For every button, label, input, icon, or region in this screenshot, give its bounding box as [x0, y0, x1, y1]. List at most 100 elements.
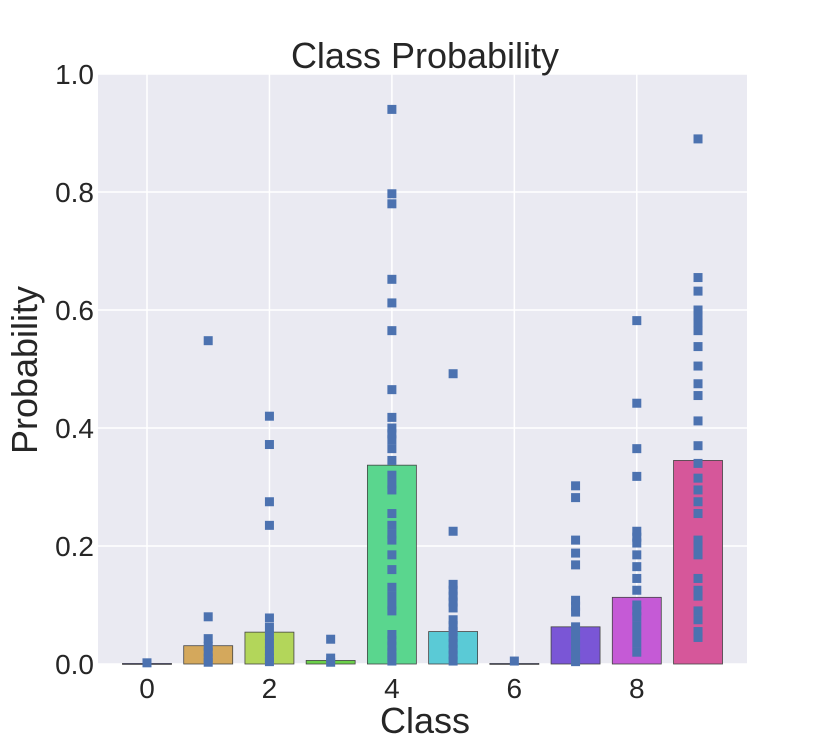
point-class-7	[571, 481, 581, 491]
y-tick-label: 0.4	[55, 413, 94, 444]
point-class-4	[387, 444, 397, 454]
y-tick-label: 0.6	[55, 295, 94, 326]
point-class-4	[387, 298, 397, 308]
point-class-5	[448, 597, 458, 607]
point-class-8	[632, 538, 642, 548]
point-class-9	[693, 573, 703, 583]
point-class-8	[632, 444, 642, 454]
point-class-5	[448, 627, 458, 637]
point-class-8	[632, 526, 642, 536]
point-class-9	[693, 416, 703, 426]
point-class-9	[693, 585, 703, 595]
point-class-8	[632, 398, 642, 408]
point-class-9	[693, 311, 703, 321]
point-class-5	[448, 579, 458, 589]
point-class-5	[448, 650, 458, 660]
point-class-9	[693, 615, 703, 625]
point-class-8	[632, 606, 642, 616]
y-axis-label: Probability	[4, 286, 45, 454]
point-class-9	[693, 441, 703, 451]
point-class-7	[571, 595, 581, 605]
point-class-8	[632, 600, 642, 610]
point-class-9	[693, 541, 703, 551]
point-class-7	[571, 622, 581, 632]
x-tick-label: 6	[507, 673, 523, 704]
point-class-5	[448, 369, 458, 379]
y-tick-label: 0.8	[55, 177, 94, 208]
point-class-7	[571, 647, 581, 657]
point-class-2	[264, 657, 274, 667]
point-class-8	[632, 647, 642, 657]
point-class-4	[387, 550, 397, 560]
point-class-5	[448, 638, 458, 648]
point-class-9	[693, 391, 703, 401]
point-class-2	[264, 613, 274, 623]
point-class-6	[509, 656, 519, 666]
point-class-4	[387, 591, 397, 601]
y-tick-label: 0.2	[55, 531, 94, 562]
tick-labels: 0 2 4 6 8 0.0 0.2 0.4 0.6 0.8 1.0	[55, 59, 645, 704]
point-class-9	[693, 550, 703, 560]
point-class-5	[448, 591, 458, 601]
point-class-4	[387, 647, 397, 657]
point-class-1	[203, 612, 213, 622]
point-class-8	[632, 573, 642, 583]
point-class-9	[693, 591, 703, 601]
point-class-4	[387, 535, 397, 545]
point-class-4	[387, 479, 397, 489]
point-class-1	[203, 634, 213, 644]
point-class-2	[264, 646, 274, 656]
point-class-2	[264, 440, 274, 450]
point-class-4	[387, 582, 397, 592]
point-class-7	[571, 641, 581, 651]
point-class-4	[387, 412, 397, 422]
point-class-9	[693, 458, 703, 468]
point-class-9	[693, 473, 703, 483]
point-class-2	[264, 520, 274, 530]
point-class-4	[387, 656, 397, 666]
point-class-9	[693, 485, 703, 495]
point-class-9	[693, 497, 703, 507]
point-class-2	[264, 622, 274, 632]
point-class-7	[571, 493, 581, 503]
point-class-2	[264, 638, 274, 648]
point-class-1	[203, 336, 213, 346]
point-class-9	[693, 318, 703, 328]
point-class-4	[387, 429, 397, 439]
point-class-2	[264, 631, 274, 641]
x-tick-label: 4	[384, 673, 400, 704]
point-class-4	[387, 423, 397, 433]
point-class-8	[632, 316, 642, 326]
point-class-4	[387, 385, 397, 395]
point-class-9	[693, 286, 703, 296]
point-class-8	[632, 585, 642, 595]
point-class-7	[571, 607, 581, 617]
point-class-2	[264, 411, 274, 421]
point-class-4	[387, 630, 397, 639]
x-axis-label: Class	[380, 700, 470, 738]
point-class-7	[571, 535, 581, 545]
point-class-9	[693, 509, 703, 519]
grid-lines	[98, 73, 747, 665]
point-class-7	[571, 560, 581, 570]
y-tick-label: 1.0	[55, 59, 94, 90]
point-class-1	[203, 647, 213, 657]
point-class-9	[693, 305, 703, 315]
point-class-0	[142, 658, 152, 668]
point-class-5	[448, 621, 458, 631]
point-class-9	[693, 606, 703, 616]
point-class-5	[448, 603, 458, 613]
point-class-9	[693, 379, 703, 389]
point-class-4	[387, 189, 397, 199]
point-class-9	[693, 326, 703, 336]
point-class-8	[632, 550, 642, 560]
point-class-8	[632, 630, 642, 639]
point-class-9	[693, 535, 703, 545]
point-class-9	[693, 632, 703, 642]
plot-background	[98, 74, 747, 664]
point-class-9	[693, 627, 703, 637]
point-class-4	[387, 641, 397, 651]
point-class-7	[571, 548, 581, 558]
point-class-4	[387, 104, 397, 114]
